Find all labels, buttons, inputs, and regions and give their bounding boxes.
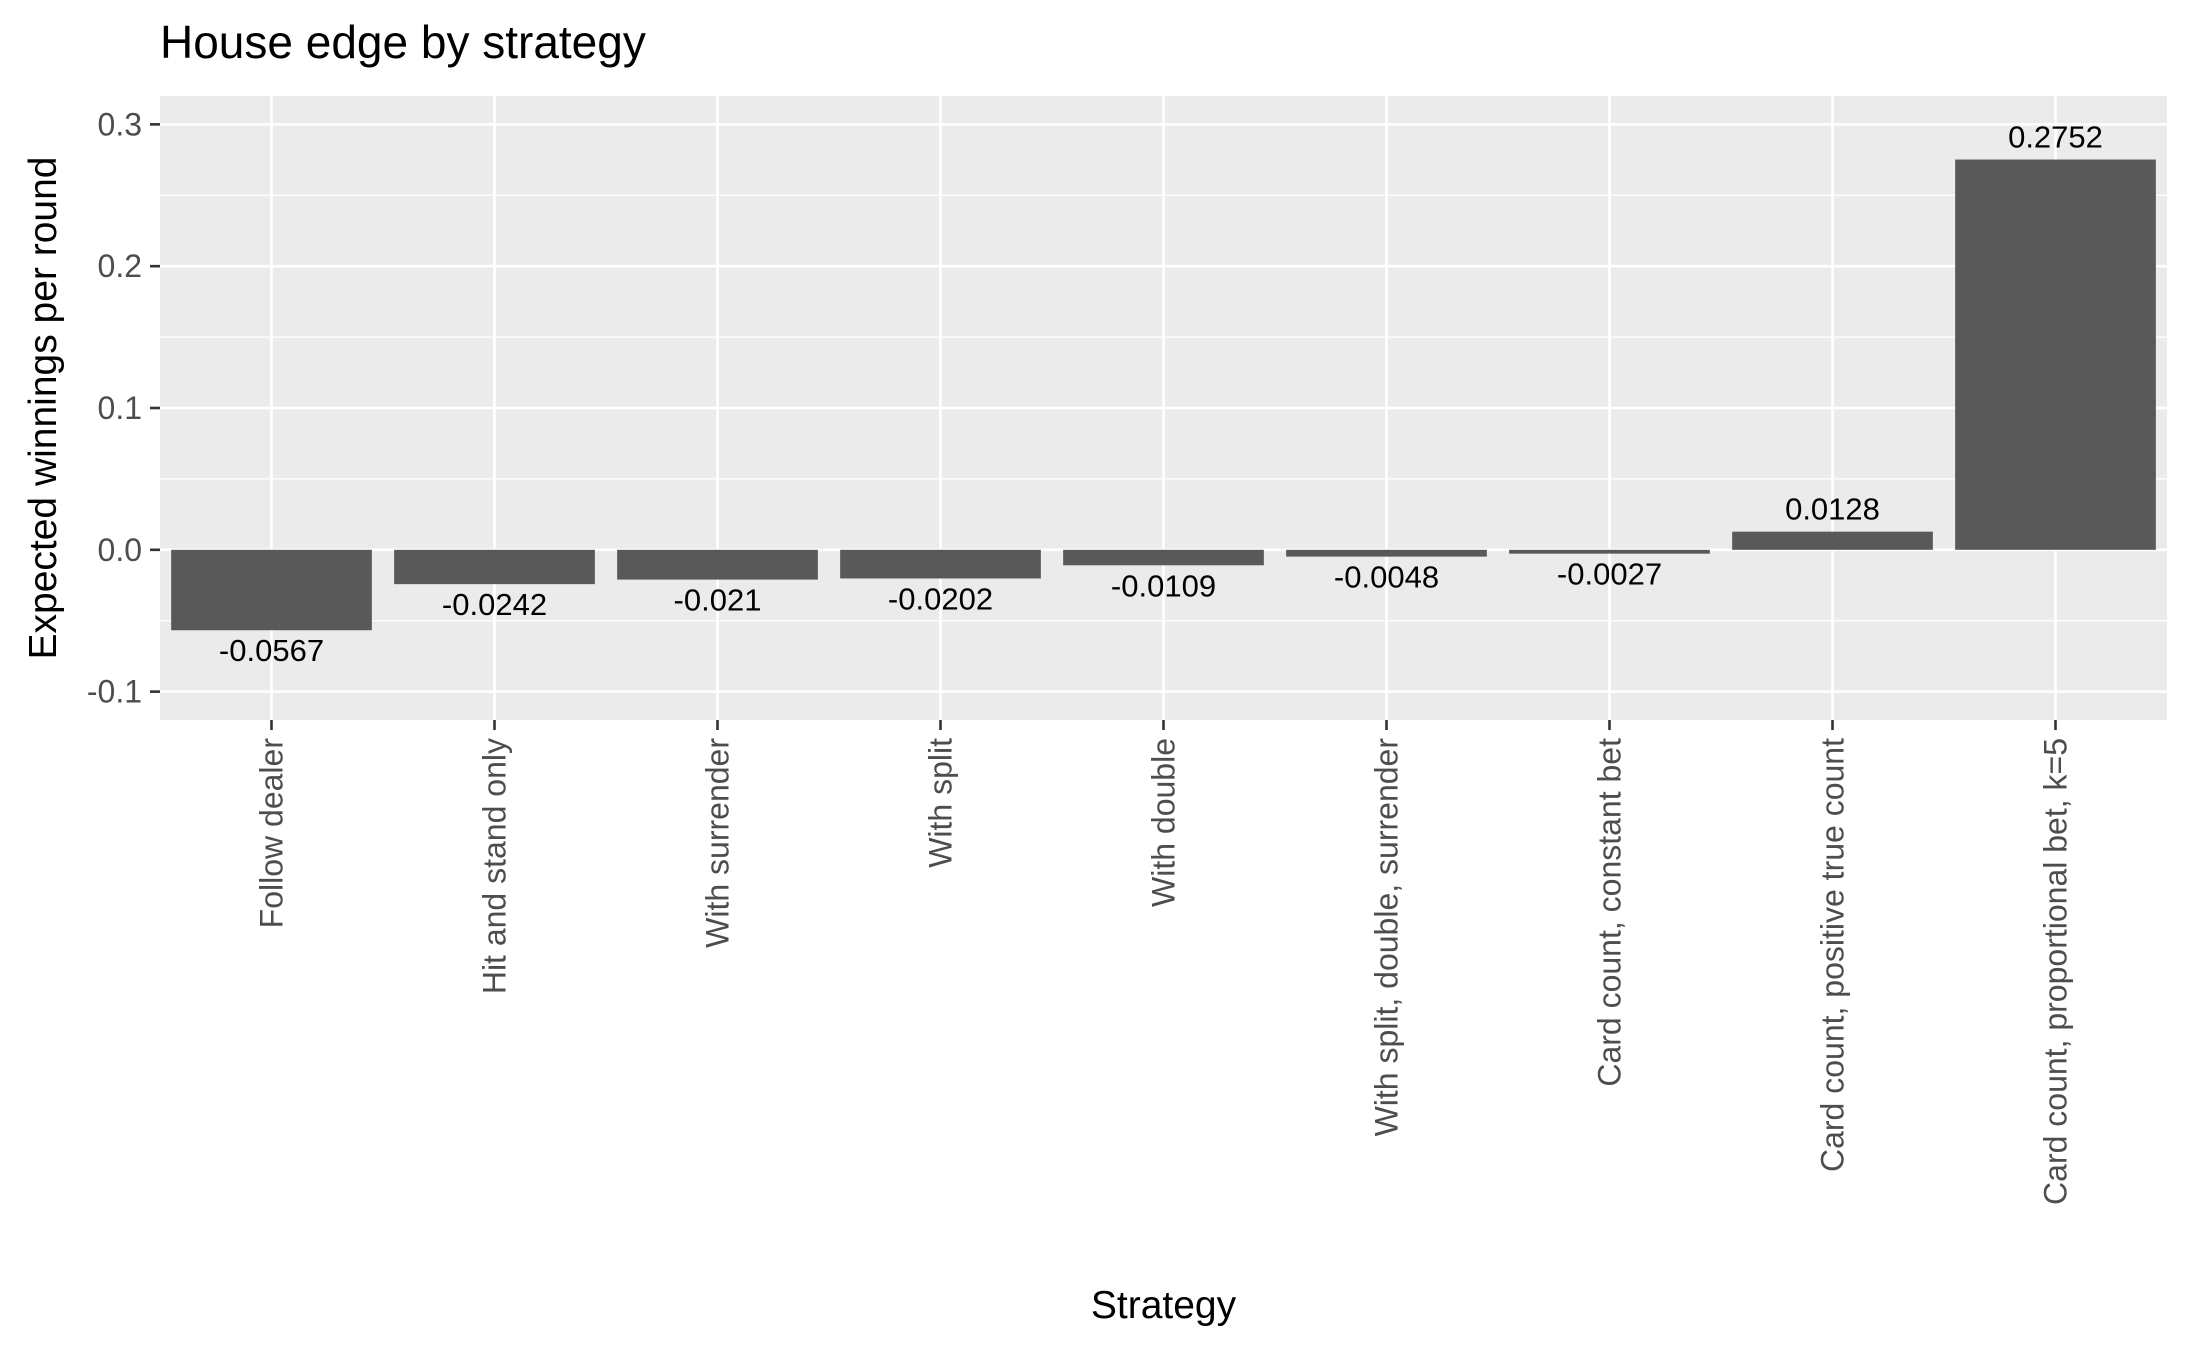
- y-tick-label: 0.3: [98, 106, 142, 142]
- bar: [1063, 549, 1264, 566]
- bar-value-label: -0.021: [674, 583, 762, 618]
- x-tick-label: With split: [923, 738, 959, 868]
- bar-value-label: -0.0242: [442, 587, 547, 622]
- x-axis-title: Strategy: [1091, 1284, 1237, 1327]
- y-tick-label: -0.1: [87, 674, 142, 710]
- bar: [1286, 549, 1487, 557]
- x-tick-label: With surrender: [700, 738, 736, 948]
- bar-value-label: -0.0109: [1111, 568, 1216, 603]
- x-tick-label: Card count, positive true count: [1815, 738, 1851, 1172]
- bar: [617, 549, 818, 580]
- bar: [171, 549, 372, 631]
- bar: [1955, 159, 2156, 550]
- bar: [1509, 549, 1710, 554]
- bar-value-label: 0.0128: [1785, 492, 1880, 527]
- bar: [394, 549, 595, 585]
- x-tick-label: With double: [1146, 738, 1182, 907]
- x-tick-label: Hit and stand only: [477, 738, 513, 994]
- y-axis-title: Expected winnings per round: [22, 157, 65, 660]
- y-tick-label: 0.0: [98, 532, 142, 568]
- data-labels: -0.0567 -0.0242 -0.021 -0.0202 -0.0109 -0.004…: [219, 120, 2103, 669]
- y-axis: -0.1 0.0 0.1 0.2 0.3: [87, 106, 160, 710]
- x-tick-label: Follow dealer: [254, 738, 290, 929]
- x-tick-label: Card count, constant bet: [1592, 738, 1628, 1087]
- x-axis: Follow dealer Hit and stand only With surr…: [254, 720, 2074, 1205]
- x-tick-label: With split, double, surrender: [1369, 738, 1405, 1137]
- chart-title: House edge by strategy: [160, 16, 646, 68]
- y-tick-label: 0.2: [98, 248, 142, 284]
- bar-value-label: -0.0567: [219, 633, 324, 668]
- grid-lines: [160, 96, 2167, 720]
- bar-value-label: -0.0202: [888, 581, 993, 616]
- y-tick-label: 0.1: [98, 390, 142, 426]
- x-tick-label: Card count, proportional bet, k=5: [2038, 738, 2074, 1205]
- bar-value-label: 0.2752: [2008, 120, 2103, 155]
- bar-value-label: -0.0027: [1557, 557, 1662, 592]
- bars: [171, 159, 2156, 631]
- bar: [840, 549, 1041, 579]
- bar-value-label: -0.0048: [1334, 560, 1439, 595]
- bar: [1732, 531, 1933, 550]
